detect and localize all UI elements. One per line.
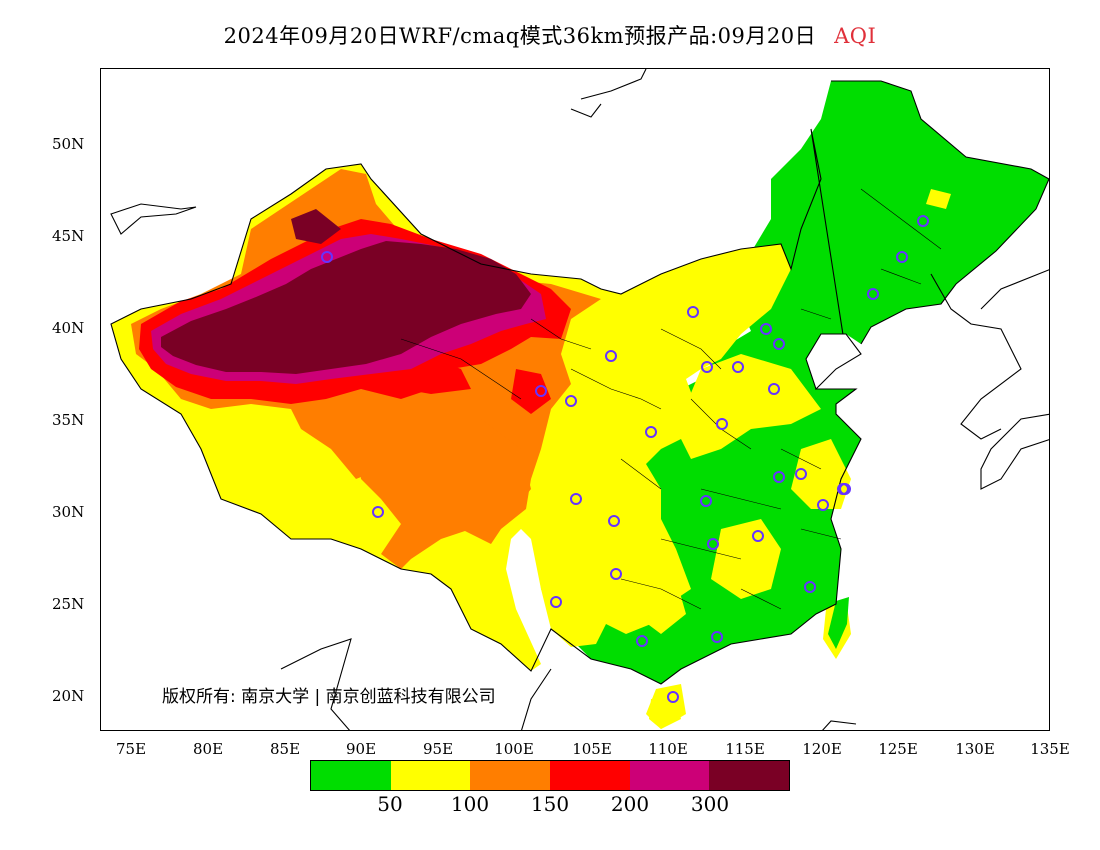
aqi-map	[110, 69, 1049, 730]
city-marker	[605, 350, 617, 362]
city-marker	[321, 251, 333, 263]
province-lines	[400, 188, 942, 610]
lon-label: 110E	[648, 740, 688, 758]
city-marker	[645, 426, 657, 438]
lat-label: 40N	[52, 319, 85, 337]
city-marker	[817, 499, 829, 511]
legend-swatch	[390, 761, 471, 790]
aqi-region-red	[511, 369, 551, 414]
lat-label: 25N	[52, 595, 85, 613]
lon-label: 105E	[572, 740, 612, 758]
aqi-region-yellow	[649, 697, 681, 729]
city-marker	[570, 493, 582, 505]
city-marker	[752, 530, 764, 542]
aqi-region-yellow	[641, 579, 686, 634]
legend-swatch	[470, 761, 551, 790]
lon-label: 130E	[955, 740, 995, 758]
coastline	[930, 273, 1022, 440]
city-marker	[636, 635, 648, 647]
lat-label: 35N	[52, 411, 85, 429]
lon-label: 120E	[802, 740, 842, 758]
coastline	[980, 413, 1049, 490]
aqi-region-yellow	[676, 354, 821, 459]
lat-label: 45N	[52, 227, 85, 245]
legend-label: 300	[690, 792, 730, 816]
lon-label: 80E	[192, 740, 224, 758]
coastline	[822, 720, 857, 730]
city-marker	[711, 631, 723, 643]
aqi-region-maroon	[291, 209, 341, 244]
map-title: 2024年09月20日WRF/cmaq模式36km预报产品:09月20日 AQI	[0, 20, 1100, 50]
city-marker	[768, 383, 780, 395]
aqi-region-maroon	[161, 241, 531, 374]
legend-swatch	[550, 761, 630, 790]
lon-label: 85E	[269, 740, 301, 758]
product-label: AQI	[834, 24, 877, 48]
city-marker	[837, 483, 849, 495]
city-marker	[700, 495, 712, 507]
lon-label: 95E	[422, 740, 454, 758]
coastline	[980, 269, 1049, 310]
coastline	[570, 69, 647, 118]
aqi-region-yellow	[791, 439, 851, 509]
city-marker	[917, 215, 929, 227]
city-marker	[550, 596, 562, 608]
city-marker	[773, 338, 785, 350]
lat-label: 30N	[52, 503, 85, 521]
city-marker	[760, 323, 772, 335]
city-marker	[610, 568, 622, 580]
map-plot-area	[100, 68, 1050, 731]
city-marker	[667, 691, 679, 703]
lon-label: 125E	[878, 740, 918, 758]
aqi-region-yellow	[926, 189, 951, 209]
city-marker	[707, 538, 719, 550]
bohai-sea	[805, 333, 862, 391]
color-legend	[310, 760, 790, 791]
city-marker	[701, 361, 713, 373]
legend-swatch	[709, 761, 790, 790]
legend-label: 100	[450, 792, 490, 816]
legend-label: 50	[377, 792, 403, 816]
china-border	[110, 80, 1049, 685]
city-marker	[867, 288, 879, 300]
city-marker	[795, 468, 807, 480]
city-marker	[896, 251, 908, 263]
city-marker	[716, 418, 728, 430]
city-marker	[608, 515, 620, 527]
legend-swatch	[629, 761, 710, 790]
city-marker	[804, 581, 816, 593]
city-marker	[372, 506, 384, 518]
lat-label: 20N	[52, 687, 85, 705]
coastline	[280, 638, 552, 730]
lon-label: 100E	[494, 740, 534, 758]
city-marker	[535, 385, 547, 397]
legend-label: 150	[530, 792, 570, 816]
aqi-region-yellow	[711, 519, 781, 599]
lon-label: 115E	[725, 740, 765, 758]
lat-label: 50N	[52, 135, 85, 153]
city-marker	[687, 306, 699, 318]
lon-label: 75E	[115, 740, 147, 758]
legend-swatch	[311, 761, 391, 790]
copyright-text: 版权所有: 南京大学 | 南京创蓝科技有限公司	[162, 687, 496, 707]
city-marker	[732, 361, 744, 373]
city-marker	[773, 471, 785, 483]
aqi-region-orange	[356, 409, 531, 569]
city-marker	[565, 395, 577, 407]
legend-label: 200	[610, 792, 650, 816]
coastline	[110, 203, 197, 235]
aqi-region-green	[828, 597, 849, 649]
title-text: 2024年09月20日WRF/cmaq模式36km预报产品:09月20日	[223, 24, 817, 48]
lon-label: 135E	[1030, 740, 1070, 758]
lon-label: 90E	[345, 740, 377, 758]
